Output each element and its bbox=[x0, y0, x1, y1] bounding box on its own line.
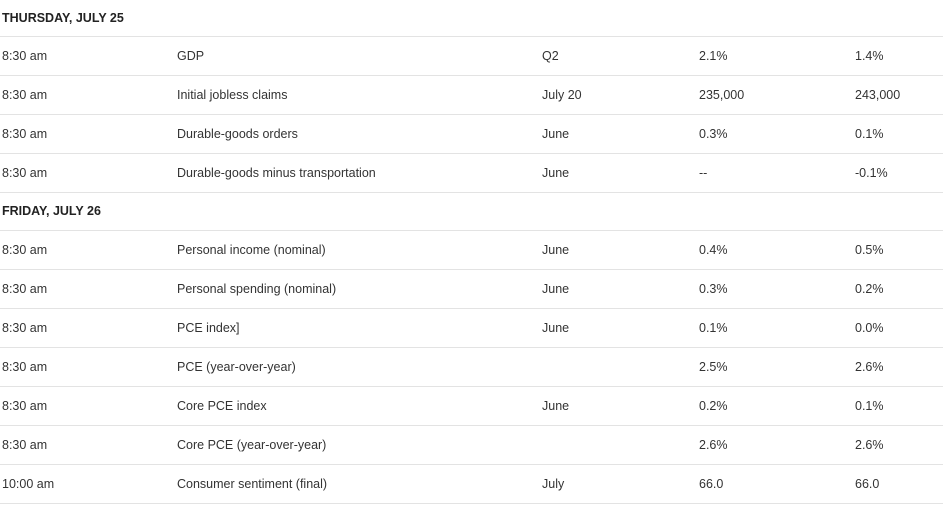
previous-value: 0.0% bbox=[855, 321, 884, 335]
release-time: 8:30 am bbox=[2, 282, 48, 296]
previous-value: 1.4% bbox=[855, 49, 884, 63]
release-time: 8:30 am bbox=[2, 49, 48, 63]
release-time: 8:30 am bbox=[2, 360, 48, 374]
forecast-value: 235,000 bbox=[699, 88, 745, 102]
release-time: 8:30 am bbox=[2, 243, 48, 257]
report-name: Initial jobless claims bbox=[177, 88, 288, 102]
forecast-value: 0.3% bbox=[699, 282, 728, 296]
report-name: PCE (year-over-year) bbox=[177, 360, 296, 374]
table-row: 8:30 am Durable-goods orders June 0.3% 0… bbox=[0, 115, 943, 154]
previous-value: 0.2% bbox=[855, 282, 884, 296]
report-name: Personal income (nominal) bbox=[177, 243, 326, 257]
report-name: PCE index] bbox=[177, 321, 240, 335]
report-period: June bbox=[542, 321, 570, 335]
forecast-value: -- bbox=[699, 166, 708, 180]
report-period: July 20 bbox=[542, 88, 582, 102]
forecast-value: 2.5% bbox=[699, 360, 728, 374]
report-name: Personal spending (nominal) bbox=[177, 282, 337, 296]
previous-value: 243,000 bbox=[855, 88, 901, 102]
forecast-value: 0.3% bbox=[699, 127, 728, 141]
release-time: 8:30 am bbox=[2, 88, 48, 102]
report-period: June bbox=[542, 166, 570, 180]
report-period: June bbox=[542, 127, 570, 141]
forecast-value: 2.1% bbox=[699, 49, 728, 63]
previous-value: 66.0 bbox=[855, 477, 880, 491]
table-row: 8:30 am Core PCE index June 0.2% 0.1% bbox=[0, 387, 943, 426]
report-name: Core PCE index bbox=[177, 399, 267, 413]
release-time: 8:30 am bbox=[2, 166, 48, 180]
report-name: Consumer sentiment (final) bbox=[177, 477, 328, 491]
report-name: GDP bbox=[177, 49, 205, 63]
forecast-value: 2.6% bbox=[699, 438, 728, 452]
release-time: 8:30 am bbox=[2, 438, 48, 452]
table-row: 8:30 am PCE index] June 0.1% 0.0% bbox=[0, 309, 943, 348]
report-period: July bbox=[542, 477, 565, 491]
release-time: 10:00 am bbox=[2, 477, 55, 491]
release-time: 8:30 am bbox=[2, 321, 48, 335]
previous-value: -0.1% bbox=[855, 166, 888, 180]
release-time: 8:30 am bbox=[2, 399, 48, 413]
forecast-value: 0.2% bbox=[699, 399, 728, 413]
table-row: 8:30 am Personal spending (nominal) June… bbox=[0, 270, 943, 309]
previous-value: 0.1% bbox=[855, 399, 884, 413]
report-name: Durable-goods orders bbox=[177, 127, 298, 141]
table-row: 8:30 am Initial jobless claims July 20 2… bbox=[0, 76, 943, 115]
day-heading: THURSDAY, JULY 25 bbox=[0, 0, 943, 37]
report-period: June bbox=[542, 282, 570, 296]
report-period: June bbox=[542, 243, 570, 257]
table-row: 8:30 am GDP Q2 2.1% 1.4% bbox=[0, 37, 943, 76]
forecast-value: 0.1% bbox=[699, 321, 728, 335]
previous-value: 2.6% bbox=[855, 360, 884, 374]
report-name: Core PCE (year-over-year) bbox=[177, 438, 327, 452]
report-period: June bbox=[542, 399, 570, 413]
forecast-value: 66.0 bbox=[699, 477, 724, 491]
table-row: 8:30 am PCE (year-over-year) 2.5% 2.6% bbox=[0, 348, 943, 387]
table-row: 8:30 am Durable-goods minus transportati… bbox=[0, 154, 943, 193]
table-row: 8:30 am Core PCE (year-over-year) 2.6% 2… bbox=[0, 426, 943, 465]
day-heading: FRIDAY, JULY 26 bbox=[0, 193, 943, 231]
previous-value: 0.1% bbox=[855, 127, 884, 141]
previous-value: 2.6% bbox=[855, 438, 884, 452]
forecast-value: 0.4% bbox=[699, 243, 728, 257]
report-period: Q2 bbox=[542, 49, 559, 63]
table-row: 8:30 am Personal income (nominal) June 0… bbox=[0, 231, 943, 270]
previous-value: 0.5% bbox=[855, 243, 884, 257]
release-time: 8:30 am bbox=[2, 127, 48, 141]
table-row: 10:00 am Consumer sentiment (final) July… bbox=[0, 465, 943, 504]
report-name: Durable-goods minus transportation bbox=[177, 166, 376, 180]
